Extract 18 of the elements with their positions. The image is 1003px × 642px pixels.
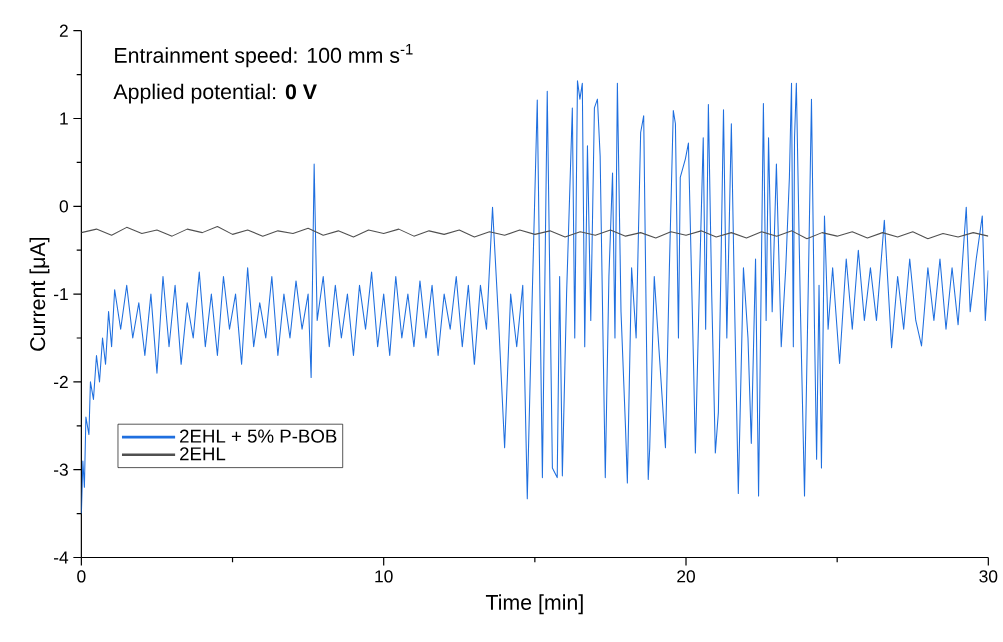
y-tick-label: -1: [54, 288, 68, 301]
y-tick-label: -3: [54, 463, 68, 477]
x-tick-label: 10: [375, 570, 393, 583]
y-axis-title: Current [μA]: [29, 238, 50, 351]
y-tick-label: 2: [59, 24, 68, 37]
legend-label: 2EHL + 5% P-BOB: [180, 429, 337, 443]
x-tick-label: 30: [979, 570, 998, 583]
y-tick-label: 0: [59, 200, 68, 213]
y-tick-label: -2: [54, 376, 68, 389]
y-tick-label: -4: [54, 551, 69, 564]
x-tick-label: 0: [77, 570, 86, 583]
line-series: [81, 226, 989, 240]
y-tick-label: 1: [60, 112, 68, 125]
annotation: Entrainment speed: 100 mm s$^{-1}$: [115, 44, 413, 68]
annotation: Applied potential: 0 V: [113, 83, 317, 104]
x-tick-label: 20: [677, 570, 695, 583]
x-axis-title: Time [min]: [485, 594, 583, 615]
legend-label: 2EHL: [180, 447, 226, 461]
